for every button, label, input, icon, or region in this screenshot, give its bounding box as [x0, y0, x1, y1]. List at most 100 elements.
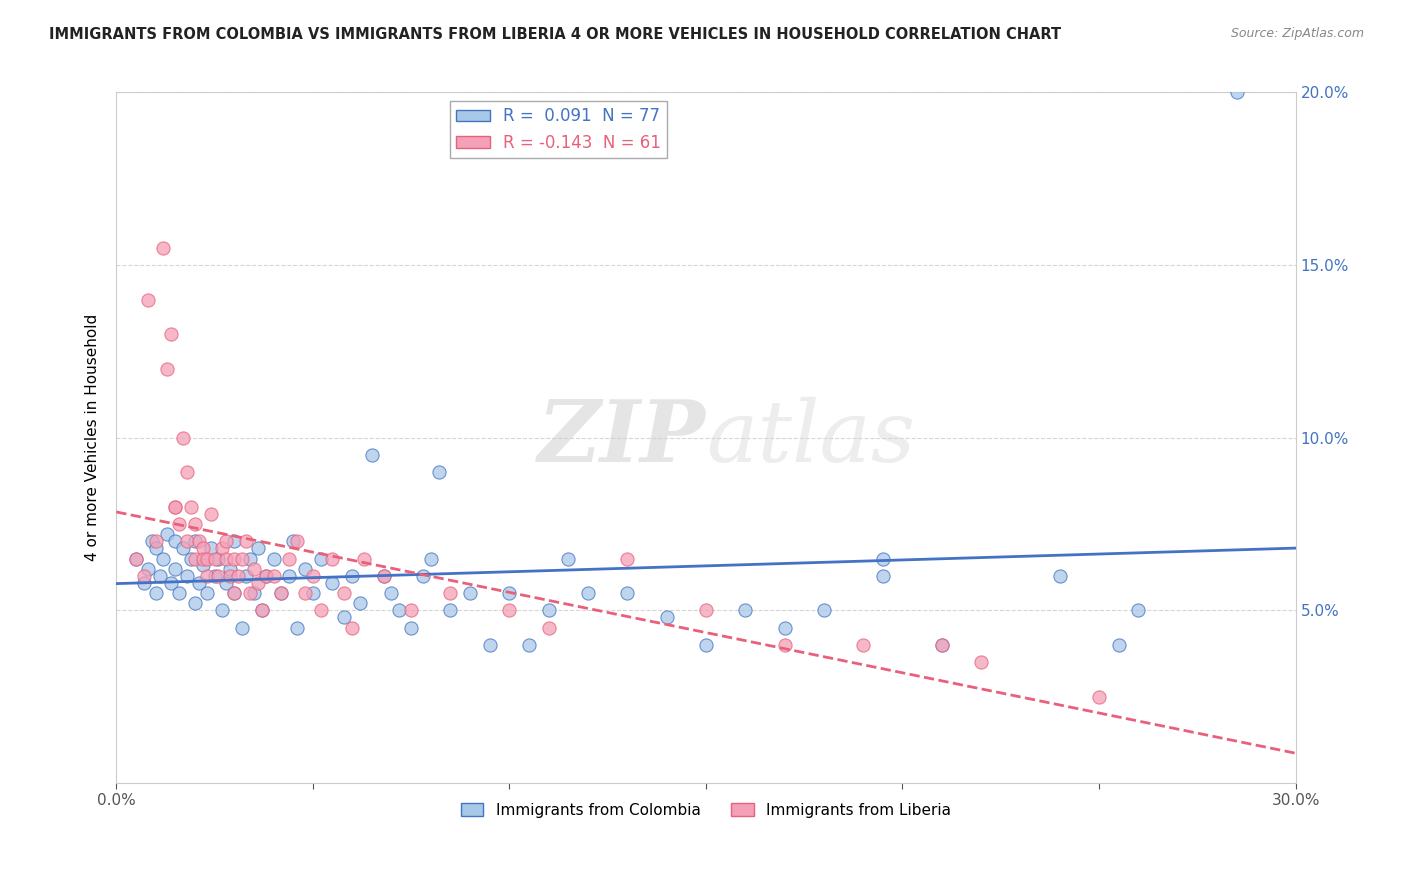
- Point: [187, 534, 209, 549]
- Point: [1226, 86, 1249, 100]
- Point: [156, 361, 179, 376]
- Point: [1108, 638, 1130, 652]
- Point: [172, 541, 194, 556]
- Point: [399, 621, 422, 635]
- Point: [353, 551, 375, 566]
- Point: [226, 569, 249, 583]
- Point: [301, 586, 323, 600]
- Point: [695, 603, 717, 617]
- Point: [537, 603, 560, 617]
- Point: [180, 551, 202, 566]
- Point: [294, 562, 316, 576]
- Point: [412, 569, 434, 583]
- Point: [145, 586, 167, 600]
- Point: [224, 534, 246, 549]
- Point: [498, 586, 520, 600]
- Point: [195, 586, 218, 600]
- Point: [187, 575, 209, 590]
- Point: [167, 516, 190, 531]
- Point: [278, 551, 301, 566]
- Point: [195, 569, 218, 583]
- Point: [458, 586, 481, 600]
- Point: [136, 293, 159, 307]
- Point: [191, 558, 214, 573]
- Point: [333, 610, 356, 624]
- Point: [250, 603, 273, 617]
- Point: [176, 534, 198, 549]
- Point: [224, 586, 246, 600]
- Point: [872, 569, 894, 583]
- Point: [184, 551, 207, 566]
- Point: [478, 638, 501, 652]
- Point: [235, 569, 257, 583]
- Point: [204, 569, 226, 583]
- Point: [321, 551, 343, 566]
- Point: [1049, 569, 1071, 583]
- Point: [278, 569, 301, 583]
- Point: [191, 541, 214, 556]
- Point: [156, 527, 179, 541]
- Point: [239, 586, 262, 600]
- Point: [309, 551, 332, 566]
- Point: [263, 569, 285, 583]
- Point: [285, 621, 308, 635]
- Point: [231, 621, 253, 635]
- Point: [246, 541, 269, 556]
- Point: [872, 551, 894, 566]
- Point: [333, 586, 356, 600]
- Point: [243, 586, 266, 600]
- Y-axis label: 4 or more Vehicles in Household: 4 or more Vehicles in Household: [86, 314, 100, 561]
- Point: [172, 431, 194, 445]
- Point: [239, 551, 262, 566]
- Point: [145, 534, 167, 549]
- Point: [176, 569, 198, 583]
- Point: [1088, 690, 1111, 704]
- Point: [148, 569, 170, 583]
- Point: [231, 551, 253, 566]
- Point: [373, 569, 395, 583]
- Point: [399, 603, 422, 617]
- Point: [145, 541, 167, 556]
- Point: [427, 465, 450, 479]
- Point: [349, 597, 371, 611]
- Point: [439, 586, 461, 600]
- Legend: Immigrants from Colombia, Immigrants from Liberia: Immigrants from Colombia, Immigrants fro…: [454, 797, 957, 823]
- Point: [165, 534, 187, 549]
- Point: [207, 569, 229, 583]
- Point: [211, 541, 233, 556]
- Point: [224, 551, 246, 566]
- Point: [160, 327, 183, 342]
- Point: [517, 638, 540, 652]
- Point: [167, 586, 190, 600]
- Point: [165, 500, 187, 514]
- Point: [215, 551, 238, 566]
- Point: [184, 597, 207, 611]
- Point: [141, 534, 163, 549]
- Point: [207, 551, 229, 566]
- Point: [215, 575, 238, 590]
- Point: [250, 603, 273, 617]
- Point: [195, 551, 218, 566]
- Point: [557, 551, 579, 566]
- Point: [655, 610, 678, 624]
- Point: [160, 575, 183, 590]
- Point: [125, 551, 148, 566]
- Point: [184, 534, 207, 549]
- Text: ZIP: ZIP: [538, 396, 706, 480]
- Point: [309, 603, 332, 617]
- Point: [263, 551, 285, 566]
- Point: [439, 603, 461, 617]
- Point: [219, 562, 242, 576]
- Point: [283, 534, 305, 549]
- Text: atlas: atlas: [706, 396, 915, 479]
- Point: [340, 569, 363, 583]
- Point: [970, 655, 993, 669]
- Text: Source: ZipAtlas.com: Source: ZipAtlas.com: [1230, 27, 1364, 40]
- Point: [1128, 603, 1150, 617]
- Point: [243, 562, 266, 576]
- Point: [537, 621, 560, 635]
- Point: [294, 586, 316, 600]
- Point: [152, 551, 174, 566]
- Point: [616, 551, 638, 566]
- Point: [931, 638, 953, 652]
